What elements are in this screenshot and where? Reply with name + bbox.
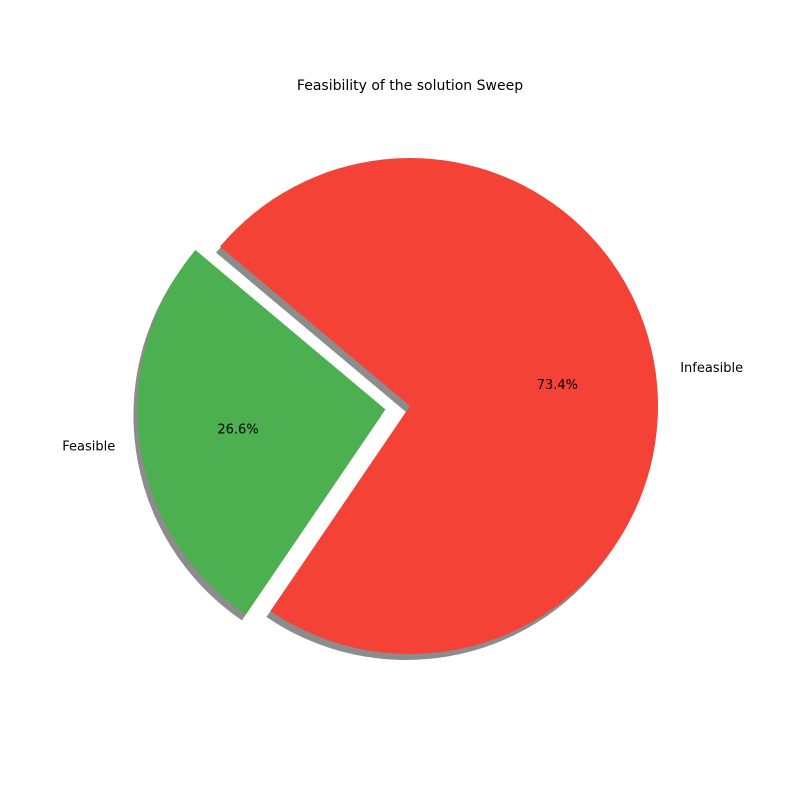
slice-pct-infeasible: 73.4% [537, 378, 578, 393]
slices [137, 157, 658, 654]
chart-title: Feasibility of the solution Sweep [297, 78, 523, 94]
slice-label-infeasible: Infeasible [680, 361, 743, 376]
slice-labels: Feasible 26.6% Infeasible 73.4% [62, 361, 743, 454]
slice-pct-feasible: 26.6% [217, 422, 258, 437]
slice-label-feasible: Feasible [62, 439, 115, 454]
slice-feasible [137, 249, 386, 615]
slice-infeasible [220, 157, 658, 654]
